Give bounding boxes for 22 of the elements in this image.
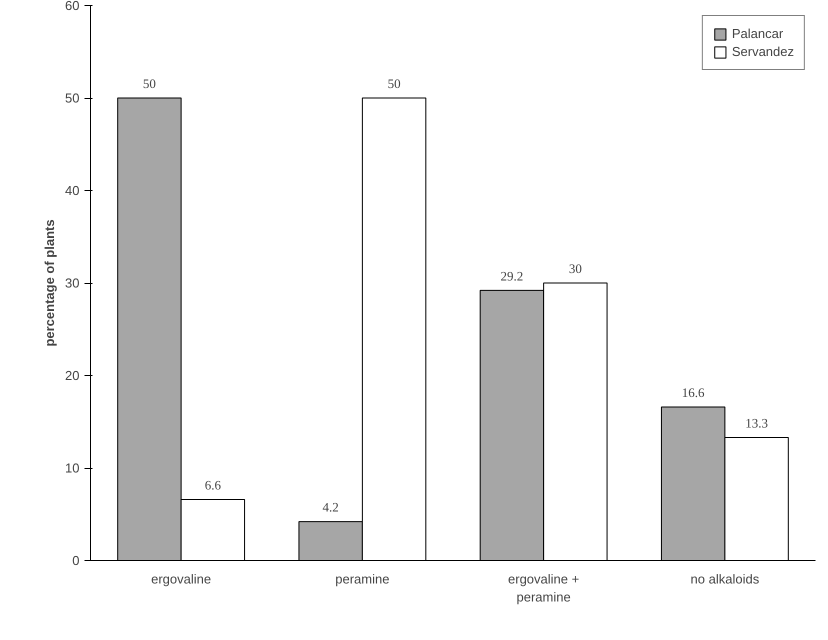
data-label: 50 <box>388 76 401 91</box>
x-tick-label: ergovaline + peramine <box>508 572 580 604</box>
legend-label: Palancar <box>732 26 784 41</box>
y-tick-label: 40 <box>65 183 80 198</box>
x-tick-label: peramine <box>335 572 390 586</box>
data-label: 13.3 <box>745 415 768 430</box>
data-label: 30 <box>568 261 582 276</box>
data-label: 16.6 <box>682 384 706 400</box>
y-tick-label: 60 <box>65 0 80 13</box>
y-tick-label: 20 <box>65 368 80 383</box>
data-label: 6.6 <box>204 477 222 492</box>
y-tick-label: 50 <box>65 90 80 106</box>
y-axis-title: percentage of plants <box>42 219 58 347</box>
y-tick-label: 10 <box>65 460 80 476</box>
y-tick-label: 0 <box>72 553 80 568</box>
data-label: 50 <box>142 76 156 91</box>
data-label: 4.2 <box>322 500 339 515</box>
legend-label: Servandez <box>732 44 794 59</box>
x-tick-label: ergovaline <box>151 572 212 586</box>
data-label: 29.2 <box>500 268 524 284</box>
x-tick-label: no alkaloids <box>690 572 760 586</box>
y-tick-label: 30 <box>65 276 80 290</box>
